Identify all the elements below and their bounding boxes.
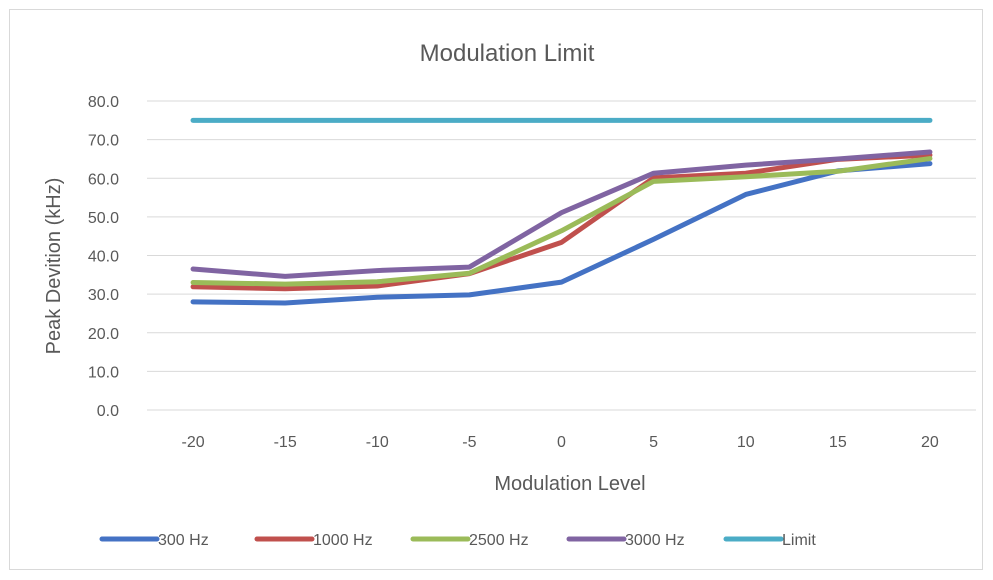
y-tick-label: 40.0 <box>88 249 119 266</box>
series-line-300-hz <box>190 161 933 306</box>
x-axis-title: Modulation Level <box>494 473 645 495</box>
chart-title: Modulation Limit <box>420 40 595 67</box>
legend-label: 3000 Hz <box>625 532 685 549</box>
x-tick-label: 15 <box>829 434 847 451</box>
series-line-3000-hz <box>190 149 933 279</box>
y-axis-title: Peak Devition (kHz) <box>43 178 65 355</box>
legend: 300 Hz 1000 Hz 2500 Hz 3000 Hz Limit <box>99 532 816 549</box>
y-axis-tick-labels: 0.0 10.0 20.0 30.0 40.0 50.0 60.0 70.0 80.0 <box>88 94 119 420</box>
x-tick-label: -5 <box>462 434 476 451</box>
y-tick-label: 10.0 <box>88 364 119 381</box>
x-tick-label: 5 <box>649 434 658 451</box>
x-tick-label: 0 <box>557 434 566 451</box>
series-lines <box>190 117 933 306</box>
legend-label: 2500 Hz <box>469 532 529 549</box>
line-chart: Modulation Limit 0.010.020.030.040.050.0… <box>43 40 976 549</box>
x-tick-label: -10 <box>366 434 389 451</box>
series-line-1000-hz <box>190 152 933 292</box>
y-tick-label: 60.0 <box>88 171 119 188</box>
x-tick-label: -15 <box>274 434 297 451</box>
x-tick-label: 10 <box>737 434 755 451</box>
y-tick-label: 20.0 <box>88 326 119 343</box>
y-tick-label: 80.0 <box>88 94 119 111</box>
series-line-2500-hz <box>190 156 933 287</box>
chart-area: Modulation Limit 0.0 10.0 20.0 30.0 40.0 50.0… <box>9 9 983 570</box>
x-axis-tick-labels: -20 -15 -10 -5 0 5 10 15 20 <box>181 434 938 451</box>
y-tick-label: 0.0 <box>97 403 119 420</box>
y-tick-label: 70.0 <box>88 133 119 150</box>
gridlines <box>147 100 976 411</box>
y-tick-label: 30.0 <box>88 287 119 304</box>
y-tick-label: 50.0 <box>88 210 119 227</box>
x-tick-label: 20 <box>921 434 939 451</box>
legend-label: 300 Hz <box>158 532 209 549</box>
x-tick-label: -20 <box>181 434 204 451</box>
legend-label: Limit <box>782 532 816 549</box>
legend-label: 1000 Hz <box>313 532 373 549</box>
